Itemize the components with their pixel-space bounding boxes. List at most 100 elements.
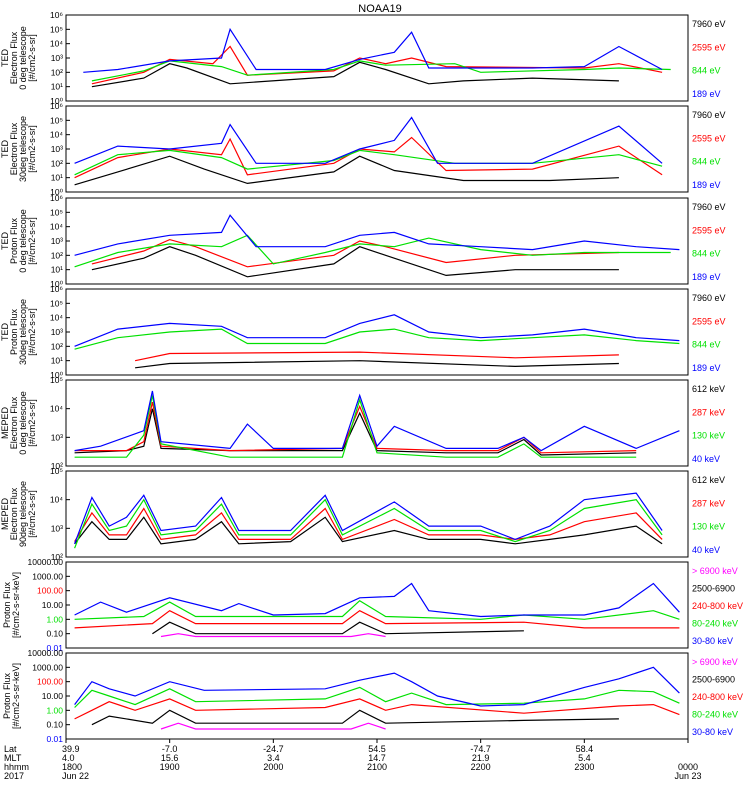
y-tick-label: 10⁴: [50, 495, 63, 505]
x-axis-row-label: MLT: [4, 753, 22, 763]
panel-frame: [65, 197, 689, 285]
series-line-189-ev: [83, 27, 663, 73]
y-axis-label-line: [#/cm2-s-sr]: [27, 217, 37, 265]
x-label-date: Jun 23: [674, 771, 701, 781]
panel-meped-p-0: 0.01 0.10 1.00 10.00 100.00 1000.00 10000.00 Pr…: [2, 557, 743, 653]
x-label-lat: -74.7: [470, 744, 491, 754]
series-line-30-80-kev: [74, 666, 680, 707]
legend-entry: 189 eV: [692, 272, 721, 282]
y-tick-label: 10⁰: [50, 187, 63, 197]
series-line-189-ev: [74, 314, 680, 347]
x-label-lat: 54.5: [368, 744, 386, 754]
y-tick-label: 10³: [51, 327, 63, 337]
y-tick-label: 10⁴: [50, 404, 63, 414]
series-line-612-kev: [74, 516, 663, 545]
y-axis-label: Proton Flux[#/cm2-s-sr-keV]: [2, 572, 21, 638]
y-tick-label: 0.10: [46, 720, 63, 730]
series-line-80-240-kev: [74, 599, 680, 620]
y-axis-label-line: Proton Flux: [9, 217, 19, 264]
series-line-189-ev: [74, 214, 680, 256]
legend-entry: 287 keV: [692, 498, 725, 508]
legend-entry: 30-80 keV: [692, 636, 733, 646]
x-label-hhmm: 2100: [367, 762, 387, 772]
y-axis-label-line: TED: [0, 139, 10, 158]
legend-entry: 612 keV: [692, 384, 725, 394]
x-label-hhmm: 2300: [574, 762, 594, 772]
y-axis-label-line: TED: [0, 48, 10, 67]
series-line-2595-ev: [134, 351, 619, 362]
plot-title: NOAA19: [358, 3, 401, 15]
x-label-hhmm: 1900: [160, 762, 180, 772]
y-tick-label: 10⁴: [50, 130, 63, 140]
y-tick-label: 10⁴: [50, 313, 63, 323]
legend-entry: 7960 eV: [692, 19, 726, 29]
y-axis-label: TEDProton Flux0 deg telescope[#/cm2-s-sr…: [0, 209, 37, 273]
legend-entry: 612 keV: [692, 475, 725, 485]
panel-ted-p-30: 10⁰ 10¹ 10² 10³ 10⁴ 10⁵ 10⁶ TEDProton Flux30deg…: [0, 284, 726, 380]
legend-entry: 2595 eV: [692, 316, 726, 326]
series-line-844-ev: [74, 149, 663, 176]
y-axis-label-line: 30deg telescope: [18, 116, 28, 182]
x-label-mlt: 5.4: [578, 753, 591, 763]
y-axis-label: MEPEDElectron Flux0 deg telescope[#/cm2-…: [0, 391, 37, 455]
x-axis-row-label: hhmm: [4, 762, 29, 772]
y-tick-label: 10⁴: [50, 39, 63, 49]
x-label-lat: 58.4: [576, 744, 594, 754]
y-tick-label: 10⁵: [50, 298, 63, 308]
y-axis-label-line: [#/cm2-s-sr-keV]: [11, 572, 21, 638]
y-tick-label: 10⁵: [50, 375, 63, 385]
y-tick-label: 10⁰: [50, 370, 63, 380]
y-axis-label-line: Electron Flux: [9, 487, 19, 540]
legend-entry: 80-240 keV: [692, 709, 738, 719]
legend-entry: 130 keV: [692, 431, 725, 441]
series-line-189-ev: [74, 116, 663, 164]
x-label-hhmm: 2000: [263, 762, 283, 772]
legend-entry: 2500-6900: [692, 674, 735, 684]
legend-entry: 2595 eV: [692, 225, 726, 235]
x-label-mlt: 15.6: [161, 753, 179, 763]
x-label-lat: -7.0: [162, 744, 178, 754]
legend-entry: 189 eV: [692, 89, 721, 99]
series-line-844-ev: [91, 60, 671, 82]
series-line-40-kev: [74, 390, 680, 452]
series-line-80-240-kev: [74, 686, 680, 708]
y-axis-label: TEDElectron Flux30deg telescope[#/cm2-s-…: [0, 116, 37, 182]
y-tick-label: 10⁵: [50, 207, 63, 217]
y-tick-label: 10³: [51, 236, 63, 246]
legend-entry: 80-240 keV: [692, 618, 738, 628]
y-tick-label: 100.00: [37, 586, 63, 596]
y-axis-label-line: TED: [0, 231, 10, 250]
y-axis-label-line: [#/cm2-s-sr-keV]: [11, 663, 21, 729]
legend-entry: 2595 eV: [692, 42, 726, 52]
y-tick-label: 0.10: [46, 629, 63, 639]
series-line-2500-6900: [152, 621, 524, 635]
y-tick-label: 10³: [51, 144, 63, 154]
y-axis-label: TEDProton Flux30deg telescope[#/cm2-s-sr…: [0, 299, 37, 365]
y-tick-label: 10.00: [42, 691, 64, 701]
panel-meped-e-0: 10² 10³ 10⁴ 10⁵ MEPEDElectron Flux0 deg tele…: [0, 375, 725, 471]
legend-entry: 240-800 keV: [692, 692, 743, 702]
legend-entry: 287 keV: [692, 407, 725, 417]
series-line-7960-ev: [74, 155, 619, 186]
x-label-lat: -24.7: [263, 744, 284, 754]
y-tick-label: 0.01: [46, 643, 63, 653]
x-axis-row-label: Lat: [4, 744, 17, 754]
x-label-mlt: 3.4: [267, 753, 280, 763]
x-label-mlt: 21.9: [472, 753, 490, 763]
y-tick-label: 10¹: [51, 82, 63, 92]
y-tick-label: 10²: [51, 67, 63, 77]
y-axis-label-line: [#/cm2-s-sr]: [27, 308, 37, 356]
legend-entry: 7960 eV: [692, 110, 726, 120]
y-tick-label: 10²: [51, 158, 63, 168]
y-tick-label: 10⁴: [50, 222, 63, 232]
y-tick-label: 10⁶: [50, 193, 63, 203]
y-axis-label-line: [#/cm2-s-sr]: [27, 490, 37, 538]
y-axis-label-line: [#/cm2-s-sr]: [27, 399, 37, 447]
y-axis-label-line: Proton Flux: [9, 308, 19, 355]
panel-meped-e-90: 10² 10³ 10⁴ 10⁵ MEPEDElectron Flux90deg tele…: [0, 466, 725, 562]
series-line-40-kev: [74, 492, 663, 545]
legend-entry: 40 keV: [692, 454, 720, 464]
y-tick-label: 1.00: [46, 614, 63, 624]
y-tick-label: 10⁰: [50, 279, 63, 289]
y-axis-label-line: Proton Flux: [2, 672, 12, 719]
